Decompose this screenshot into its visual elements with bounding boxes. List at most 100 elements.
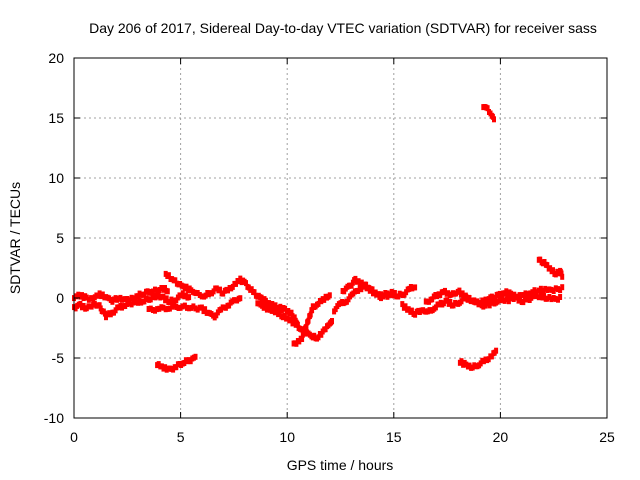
y-tick-label: 15 — [48, 110, 64, 126]
y-axis-label: SDTVAR / TECUs — [7, 182, 23, 294]
data-point — [165, 288, 170, 295]
series-track-n — [536, 256, 565, 280]
data-point — [84, 294, 89, 301]
data-point — [304, 323, 309, 330]
data-point — [387, 291, 392, 298]
data-point — [389, 290, 394, 297]
data-point — [182, 302, 187, 309]
data-point — [448, 299, 453, 305]
data-point — [463, 292, 468, 299]
data-point — [302, 330, 307, 336]
data-point — [123, 296, 128, 303]
data-point — [203, 306, 208, 313]
data-point — [150, 307, 155, 313]
data-point — [252, 289, 257, 296]
data-point — [78, 300, 83, 307]
data-point — [150, 288, 155, 295]
data-point — [559, 270, 564, 277]
y-tick-label: 10 — [48, 170, 64, 186]
data-point — [166, 272, 171, 279]
x-axis-label: GPS time / hours — [287, 457, 394, 473]
x-tick-label: 5 — [177, 429, 185, 445]
data-point — [131, 299, 136, 306]
data-point — [553, 295, 558, 302]
data-point — [494, 347, 499, 354]
data-point — [193, 353, 198, 360]
data-point — [551, 267, 555, 274]
data-point — [547, 286, 552, 293]
data-point — [558, 294, 563, 300]
data-point — [385, 293, 390, 300]
data-point — [528, 290, 533, 297]
data-point — [195, 306, 200, 313]
data-point — [514, 293, 519, 300]
data-point — [218, 286, 222, 293]
data-point — [536, 294, 541, 301]
data-point — [481, 303, 486, 310]
data-point — [383, 291, 388, 298]
data-point — [148, 305, 153, 312]
series-track-f — [291, 292, 332, 347]
data-point — [300, 336, 305, 342]
data-point — [199, 304, 204, 311]
data-point — [185, 304, 189, 311]
data-point — [157, 305, 162, 312]
series-track-d — [146, 295, 243, 321]
data-point — [366, 284, 371, 291]
data-point — [553, 285, 558, 292]
data-point — [178, 304, 183, 311]
data-point — [459, 358, 464, 365]
y-tick-label: 20 — [48, 50, 64, 66]
data-point — [289, 309, 294, 316]
data-point — [445, 297, 450, 304]
data-point — [125, 301, 130, 307]
data-point — [283, 305, 288, 312]
data-point — [123, 303, 128, 309]
data-point — [155, 288, 160, 294]
data-point — [146, 306, 151, 312]
x-tick-label: 20 — [493, 429, 509, 445]
data-point — [532, 292, 537, 299]
data-point — [244, 280, 248, 287]
data-point — [560, 273, 565, 280]
data-point — [549, 296, 554, 303]
data-point — [413, 284, 418, 291]
data-point — [193, 305, 198, 312]
data-point — [359, 279, 364, 286]
data-point — [556, 286, 560, 293]
data-point — [176, 305, 181, 311]
x-tick-label: 15 — [386, 429, 402, 445]
data-point — [485, 300, 490, 307]
y-tick-label: -10 — [44, 410, 64, 426]
data-point — [148, 289, 153, 295]
y-tick-label: -5 — [52, 350, 65, 366]
data-point — [197, 304, 202, 311]
data-point — [189, 304, 194, 311]
series-track-j — [423, 287, 563, 310]
data-point — [545, 262, 550, 269]
data-point — [322, 296, 327, 303]
data-point — [400, 301, 405, 308]
data-point — [536, 287, 541, 294]
chart-title: Day 206 of 2017, Sidereal Day-to-day VTE… — [89, 20, 597, 36]
data-point — [155, 306, 160, 313]
data-point — [502, 297, 507, 304]
series-track-m — [481, 104, 496, 123]
data-point — [277, 310, 282, 317]
y-tick-label: 0 — [56, 290, 64, 306]
data-point — [504, 288, 509, 295]
data-point — [153, 307, 157, 314]
data-point — [560, 284, 565, 291]
data-point — [483, 302, 488, 309]
data-point — [385, 290, 390, 297]
data-point — [530, 289, 535, 296]
data-point — [316, 334, 321, 341]
series-track-k — [155, 353, 198, 373]
data-point — [517, 292, 522, 299]
data-point — [308, 311, 313, 318]
data-point — [545, 287, 550, 293]
data-points — [72, 104, 565, 373]
data-point — [457, 287, 462, 294]
data-point — [157, 287, 162, 293]
data-point — [532, 287, 537, 294]
